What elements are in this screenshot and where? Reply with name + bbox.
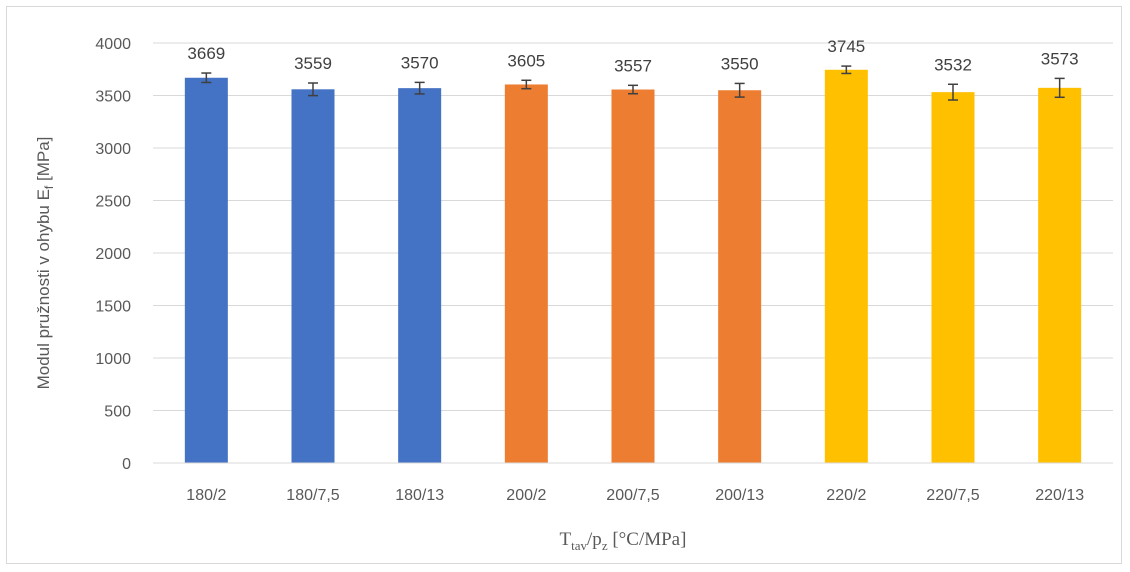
bar: [184, 77, 228, 463]
x-tick-label: 220/2: [826, 487, 866, 504]
y-tick-label: 4000: [95, 36, 131, 53]
bar: [1038, 87, 1082, 464]
y-tick-label: 2000: [95, 246, 131, 263]
bar: [291, 89, 335, 464]
data-label: 3573: [1041, 49, 1079, 68]
error-bar: [1054, 77, 1065, 99]
error-bars: [201, 65, 1065, 101]
x-tick-label: 180/7,5: [286, 487, 339, 504]
x-tick-label: 180/13: [395, 487, 444, 504]
bar: [611, 89, 655, 463]
y-tick-label: 3500: [95, 89, 131, 106]
x-tick-labels: 180/2 180/7,5 180/13 200/2 200/7,5 200/13 220/…: [186, 487, 1084, 504]
error-bar: [734, 82, 745, 98]
bars: [184, 69, 1082, 464]
data-label: 3669: [187, 44, 225, 63]
bar-chart: 3669 3559 3570 3605 3557 3550 3745 3532 3573 0 50…: [34, 36, 1113, 553]
y-tick-label: 0: [122, 456, 131, 473]
error-bar: [628, 84, 638, 95]
bar: [931, 92, 975, 463]
data-label: 3559: [294, 54, 332, 73]
y-tick-label: 500: [104, 404, 131, 421]
x-tick-label: 200/7,5: [606, 487, 659, 504]
y-axis-title: Modul pružnosti v ohybu Ef [MPa]: [34, 137, 56, 390]
x-tick-label: 200/2: [506, 487, 546, 504]
error-bar: [414, 81, 425, 95]
error-bar: [201, 72, 212, 84]
y-tick-label: 3000: [95, 141, 131, 158]
y-tick-labels: 0 500 1000 1500 2000 2500 3000 3500 4000: [95, 36, 131, 473]
data-label: 3532: [934, 55, 972, 74]
error-bar: [308, 82, 318, 97]
bar: [824, 69, 868, 464]
chart-frame: 3669 3559 3570 3605 3557 3550 3745 3532 3573 0 50…: [6, 6, 1122, 564]
data-label: 3605: [507, 51, 545, 70]
data-label: 3550: [721, 54, 759, 73]
error-bar: [948, 83, 958, 101]
error-bar: [841, 65, 852, 75]
y-tick-label: 1000: [95, 351, 131, 368]
bar: [718, 90, 762, 463]
data-labels: 3669 3559 3570 3605 3557 3550 3745 3532 3573: [187, 37, 1078, 75]
error-bar: [521, 79, 532, 90]
bar: [398, 88, 442, 464]
data-label: 3745: [827, 37, 865, 56]
x-tick-label: 200/13: [715, 487, 764, 504]
y-tick-label: 1500: [95, 299, 131, 316]
x-tick-label: 220/7,5: [926, 487, 979, 504]
y-tick-label: 2500: [95, 194, 131, 211]
data-label: 3557: [614, 56, 652, 75]
x-tick-label: 180/2: [186, 487, 226, 504]
x-axis-title: Ttav/pz [°C/MPa]: [560, 529, 687, 553]
x-tick-label: 220/13: [1035, 487, 1084, 504]
data-label: 3570: [401, 53, 439, 72]
bar: [504, 84, 548, 463]
